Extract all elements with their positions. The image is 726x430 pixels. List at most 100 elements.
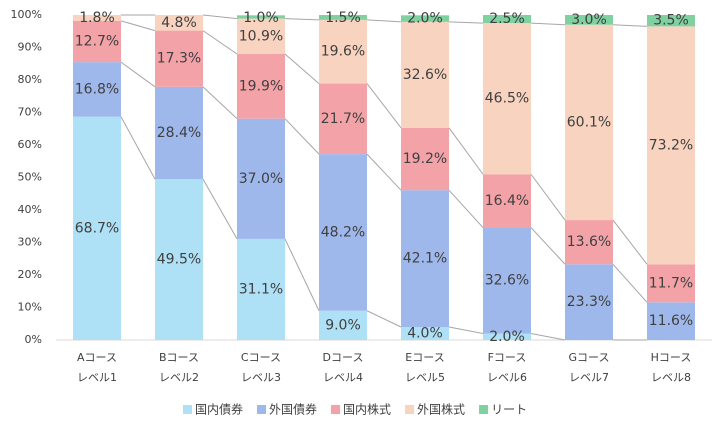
data-label: 9.0% [325, 317, 361, 333]
x-tick-label: Aコース [77, 351, 117, 364]
bars [73, 15, 695, 340]
x-tick-label: レベル5 [405, 371, 445, 384]
connector-line [284, 18, 320, 21]
connector-line [366, 153, 402, 191]
connector-line [284, 238, 320, 311]
bar-segment [155, 86, 203, 180]
connector-line [202, 14, 238, 20]
connector-line [120, 116, 156, 180]
data-label: 10.9% [239, 28, 283, 44]
data-label: 19.9% [239, 78, 283, 94]
data-label: 4.8% [161, 15, 197, 31]
data-label: 2.0% [489, 329, 525, 345]
bar-segment [647, 302, 695, 340]
connector-line [448, 189, 484, 228]
data-label: 3.0% [571, 12, 607, 28]
bar-segment [401, 190, 449, 327]
legend-swatch [183, 405, 192, 414]
legend-swatch [405, 405, 415, 414]
connector-line [448, 326, 484, 334]
data-label: 28.4% [157, 125, 201, 141]
legend-label: 外国債券 [269, 402, 317, 417]
bar-segment [73, 116, 121, 340]
connector-line [284, 53, 320, 84]
y-tick-label: 50% [18, 171, 42, 184]
connector-line [530, 173, 566, 221]
bar-segment [565, 15, 613, 25]
data-label: 68.7% [75, 220, 119, 236]
y-tick-label: 30% [18, 236, 42, 249]
data-label: 19.6% [321, 44, 365, 60]
legend-swatch [331, 405, 341, 414]
legend-label: リート [491, 403, 527, 417]
bar-segment [647, 26, 695, 265]
x-tick-label: Fコース [488, 351, 527, 364]
x-tick-label: レベル7 [569, 371, 609, 384]
data-label: 4.0% [407, 326, 443, 342]
bar-segment [237, 238, 285, 340]
data-label: 1.5% [325, 10, 361, 26]
data-label: 60.1% [567, 114, 611, 130]
bar-segment [319, 83, 367, 155]
x-tick-label: レベル2 [159, 371, 199, 384]
data-label: 19.2% [403, 151, 447, 167]
bar-segment [483, 15, 531, 24]
connector-line [202, 86, 238, 120]
connector-line [366, 83, 402, 129]
connector-line [448, 21, 484, 24]
connector-line [120, 20, 156, 32]
connector-line [530, 333, 566, 341]
bar-segment [401, 327, 449, 340]
legend-swatch [479, 405, 489, 414]
bar-segment [483, 227, 531, 334]
data-label: 2.0% [407, 11, 443, 27]
bar-segment [483, 174, 531, 228]
bar-segment [237, 118, 285, 239]
y-tick-label: 0% [25, 333, 42, 346]
bar-segment [319, 15, 367, 20]
bar-segment [319, 310, 367, 340]
data-label: 16.8% [75, 81, 119, 97]
connector-line [120, 61, 156, 88]
connector-line [612, 263, 648, 303]
legend-label: 外国株式 [417, 402, 465, 417]
bar-segment [319, 19, 367, 84]
x-tick-label: レベル8 [651, 371, 691, 384]
bar-segment [237, 54, 285, 119]
bar-segment [565, 264, 613, 340]
bar-segment [483, 23, 531, 175]
legend-label: 国内債券 [195, 402, 243, 417]
data-label: 1.8% [79, 10, 115, 26]
data-label: 42.1% [403, 251, 447, 267]
y-tick-label: 10% [18, 301, 42, 314]
data-label: 11.6% [649, 313, 693, 329]
data-label: 48.2% [321, 224, 365, 240]
connector-line [530, 22, 566, 26]
bar-segment [483, 333, 531, 340]
connector-line [612, 24, 648, 27]
bar-segment [401, 21, 449, 128]
connector-line [202, 178, 238, 240]
bar-segment [73, 20, 121, 63]
bar-segment [237, 18, 285, 54]
data-label: 37.0% [239, 171, 283, 187]
data-label: 46.5% [485, 91, 529, 107]
connector-line [366, 310, 402, 328]
connector-line [366, 19, 402, 23]
bar-segment [319, 154, 367, 311]
x-tick-label: Eコース [405, 351, 444, 364]
x-tick-label: Bコース [159, 351, 199, 364]
x-tick-label: Hコース [651, 351, 692, 364]
x-tick-label: Cコース [241, 351, 281, 364]
bar-segment [401, 15, 449, 22]
y-tick-label: 20% [18, 268, 42, 281]
x-tick-label: Dコース [323, 351, 364, 364]
data-label: 11.7% [649, 275, 693, 291]
x-tick-label: Gコース [569, 351, 610, 364]
y-tick-label: 80% [18, 73, 42, 86]
bar-segment [73, 62, 121, 117]
data-label: 1.0% [243, 10, 279, 26]
x-tick-label: レベル6 [487, 371, 527, 384]
x-tick-label: レベル4 [323, 371, 363, 384]
